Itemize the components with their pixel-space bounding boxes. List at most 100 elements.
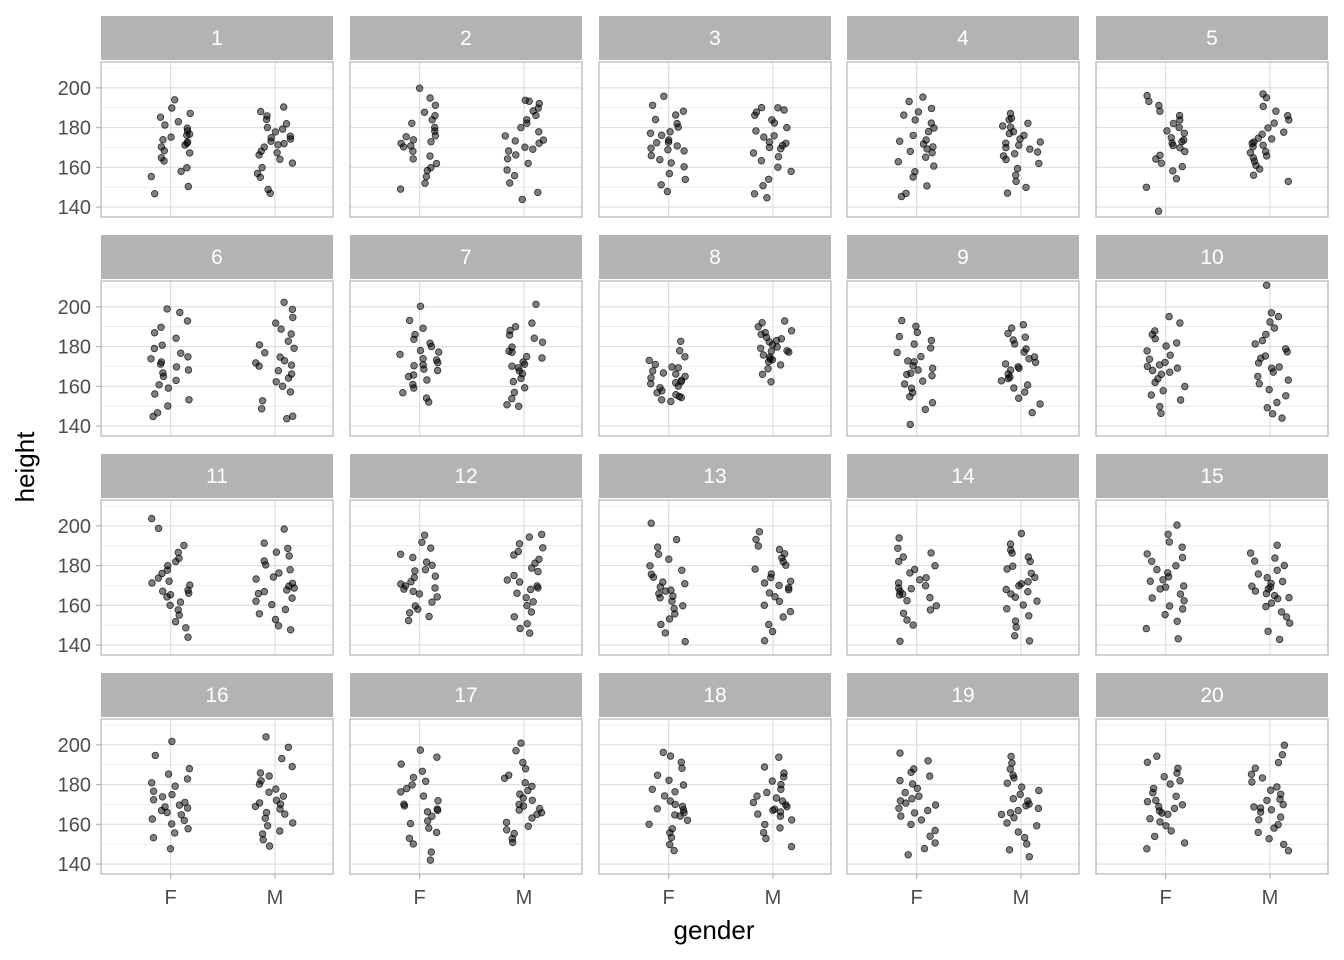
data-point-f [416,302,425,310]
data-point-f [157,154,166,162]
data-point-m [1023,381,1032,389]
data-point-m [754,810,762,818]
data-point-m [1011,617,1020,625]
data-point-f [924,757,932,765]
data-point-m [1250,803,1258,811]
data-point-f [396,185,405,193]
data-point-m [260,587,269,596]
data-point-m [753,792,761,800]
data-point-m [272,548,281,556]
data-point-f [894,157,902,166]
data-point-f [1152,796,1160,805]
data-point-m [508,394,516,403]
data-point-m [1279,840,1288,849]
data-point-f [397,580,405,588]
data-point-f [651,115,660,124]
data-point-m [786,577,795,585]
data-point-f [408,119,416,127]
data-point-f [657,131,666,139]
data-point-f [402,133,410,141]
data-point-m [763,193,771,202]
data-point-m [767,347,776,355]
data-point-m [1280,561,1288,570]
data-point-m [535,128,543,136]
data-point-m [1251,587,1260,595]
data-point-f [1173,521,1181,529]
data-point-f [1151,327,1159,335]
data-point-f [913,784,921,793]
data-point-m [264,185,272,194]
data-point-f [648,785,656,793]
data-point-m [288,762,296,771]
panel-border [349,61,583,218]
data-point-f [919,93,927,101]
data-point-m [289,313,297,322]
data-point-m [1006,366,1015,374]
data-point-f [415,84,424,92]
data-point-m [1010,384,1018,392]
data-point-m [510,171,519,180]
data-point-m [782,139,790,147]
data-point-m [501,132,509,140]
data-point-m [1248,778,1256,786]
data-point-m [535,99,543,108]
data-point-f [184,182,192,191]
panel-border [1095,499,1329,656]
data-point-m [1259,90,1267,98]
data-point-m [524,159,532,168]
data-point-f [670,604,678,613]
data-point-m [752,127,760,135]
data-point-f [911,167,919,176]
data-point-f [671,788,679,796]
data-point-f [164,770,173,778]
data-point-f [681,175,689,184]
data-point-m [287,330,295,338]
data-point-f [1143,758,1152,766]
data-point-f [910,809,919,817]
data-point-m [760,601,768,609]
panel-border [1095,280,1329,437]
facet-strip [1096,454,1328,498]
data-point-f [433,753,441,761]
data-point-m [1007,590,1015,598]
panel-background [1096,62,1328,217]
data-point-m [503,826,511,834]
data-point-f [1159,576,1167,584]
panel-border [100,280,334,437]
facet-strip [847,16,1079,60]
data-point-f [1145,355,1154,363]
data-point-f [913,328,921,337]
data-point-f [931,839,939,847]
data-point-f [895,804,903,812]
data-point-f [1143,91,1151,100]
data-point-m [516,624,524,633]
data-point-m [1271,554,1279,562]
facet-strip-label: 3 [709,27,721,50]
data-point-m [280,139,288,148]
data-point-f [433,366,442,375]
data-point-m [1022,183,1030,192]
data-point-f [426,152,434,160]
data-point-m [257,777,265,785]
data-point-m [1277,608,1286,616]
data-point-m [508,343,516,351]
data-point-f [669,592,677,600]
data-point-f [1161,358,1169,367]
data-point-f [896,797,905,805]
data-point-m [523,620,531,628]
data-point-f [924,806,932,815]
data-point-f [911,116,919,124]
panel-border [846,718,1080,875]
data-point-f [148,815,156,823]
facet-panel-8: 8 [598,235,832,437]
data-point-m [1276,790,1285,798]
data-point-m [764,365,772,373]
data-point-f [180,816,188,825]
data-point-m [511,137,519,145]
data-point-m [508,362,516,370]
data-point-f [917,352,925,361]
data-point-m [280,103,288,111]
panel-background [1096,719,1328,874]
facet-strip [350,454,582,498]
data-point-m [765,620,773,629]
